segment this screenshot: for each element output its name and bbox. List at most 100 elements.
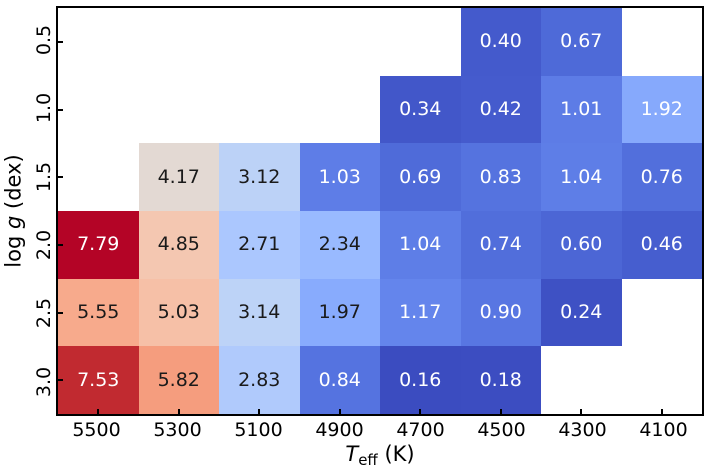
x-tick-label: 5100	[234, 419, 283, 441]
cell-value: 3.12	[238, 165, 281, 188]
heatmap-cell: 0.83	[460, 143, 541, 211]
x-axis-tick-labels: 5500 5300 5100 4900 4700 4500 4300 4100	[56, 419, 704, 443]
heatmap-cell: 0.74	[460, 210, 541, 279]
heatmap-cell	[300, 76, 381, 144]
cell-value: 0.84	[318, 368, 361, 391]
cell-value: 0.34	[399, 97, 442, 120]
cell-value: 1.03	[318, 165, 361, 188]
heatmap-cell	[139, 8, 220, 76]
heatmap-cell: 4.17	[138, 143, 219, 211]
x-tick-mark	[499, 409, 502, 414]
cell-value: 7.53	[77, 368, 120, 391]
heatmap-cell: 2.83	[219, 346, 300, 414]
x-tick-label: 4100	[639, 419, 688, 441]
cell-value: 5.82	[157, 368, 200, 391]
y-axis-label: log g (dex)	[0, 6, 28, 416]
cell-value: 0.18	[479, 368, 522, 391]
cell-value: 0.40	[479, 30, 522, 53]
cell-value: 0.83	[479, 165, 522, 188]
y-tick-label: 2.0	[33, 230, 56, 261]
heatmap-cell: 5.03	[138, 278, 219, 347]
y-tick-label: 0.5	[33, 25, 56, 56]
heatmap-cell: 0.16	[380, 346, 461, 414]
cell-value: 0.24	[560, 300, 603, 323]
cell-value: 0.16	[399, 368, 442, 391]
heatmap-cell	[622, 346, 703, 414]
cell-value: 1.01	[560, 97, 603, 120]
x-tick-mark	[258, 409, 261, 414]
heatmap-cell	[58, 8, 139, 76]
y-tick-mark	[58, 311, 63, 314]
x-tick-mark	[660, 409, 663, 414]
cell-value: 4.85	[157, 233, 200, 256]
y-axis-tick-labels: 0.5 1.0 1.5 2.0 2.5 3.0	[29, 6, 55, 416]
heatmap-cell: 0.60	[541, 210, 622, 279]
y-tick-label: 3.0	[33, 366, 56, 397]
heatmap-cell: 1.92	[621, 75, 702, 144]
cell-value: 0.42	[479, 97, 522, 120]
y-tick-label: 1.0	[33, 93, 56, 124]
plot-area: 0.40 0.67 0.34 0.42 1.01 1.92 4.17 3.12 1.03 0.69…	[56, 6, 704, 416]
cell-value: 0.90	[479, 300, 522, 323]
x-axis-label-subscript: eff	[358, 451, 378, 469]
cell-value: 0.74	[479, 233, 522, 256]
heatmap-cell	[622, 279, 703, 347]
heatmap-cell: 0.18	[460, 346, 541, 414]
x-tick-label: 4900	[315, 419, 364, 441]
y-tick-mark	[58, 108, 63, 111]
x-tick-label: 5300	[153, 419, 202, 441]
heatmap-cell: 3.12	[219, 143, 300, 211]
cell-value: 2.71	[238, 233, 281, 256]
cell-value: 0.76	[640, 165, 683, 188]
cell-value: 1.92	[640, 97, 683, 120]
x-tick-label: 4300	[558, 419, 607, 441]
y-tick-mark	[58, 379, 63, 382]
y-tick-mark	[58, 40, 63, 43]
x-tick-mark	[338, 409, 341, 414]
y-tick-label: 1.5	[33, 161, 56, 192]
cell-value: 1.04	[560, 165, 603, 188]
x-tick-mark	[177, 409, 180, 414]
y-axis-label-symbol: g	[2, 215, 27, 230]
cell-value: 3.14	[238, 300, 281, 323]
cell-value: 0.67	[560, 30, 603, 53]
x-tick-label: 5500	[72, 419, 121, 441]
heatmap-cell	[219, 8, 300, 76]
heatmap-cell: 7.53	[58, 346, 139, 414]
y-tick-mark	[58, 176, 63, 179]
cell-value: 2.34	[318, 233, 361, 256]
heatmap-cell: 0.40	[460, 8, 541, 76]
x-tick-mark	[419, 409, 422, 414]
x-tick-label: 4500	[477, 419, 526, 441]
heatmap-cell: 5.55	[58, 278, 139, 347]
heatmap-cell: 0.24	[541, 278, 622, 347]
heatmap-cell: 1.17	[380, 278, 461, 347]
x-tick-mark	[580, 409, 583, 414]
heatmap-cell: 4.85	[138, 210, 219, 279]
heatmap-cell: 2.34	[299, 210, 380, 279]
cell-value: 1.17	[399, 300, 442, 323]
heatmap-cell: 0.46	[621, 210, 702, 279]
heatmap-cell	[58, 143, 139, 211]
heatmap-cell: 1.04	[380, 210, 461, 279]
x-axis-label: Teff (K)	[56, 442, 704, 472]
cell-value: 5.03	[157, 300, 200, 323]
cell-value: 0.60	[560, 233, 603, 256]
heatmap-cell: 0.76	[621, 143, 702, 211]
heatmap-cell: 0.69	[380, 143, 461, 211]
heatmap-cell: 1.97	[299, 278, 380, 347]
heatmap-cell	[541, 346, 622, 414]
cell-value: 7.79	[77, 233, 120, 256]
y-axis-label-pre: log	[2, 229, 27, 268]
cell-value: 1.97	[318, 300, 361, 323]
heatmap-cell: 0.84	[299, 346, 380, 414]
heatmap-cell: 0.42	[460, 75, 541, 144]
heatmap-cell: 1.01	[541, 75, 622, 144]
y-axis-label-post: (dex)	[2, 154, 27, 216]
x-tick-mark	[97, 409, 100, 414]
heatmap-cell: 3.14	[219, 278, 300, 347]
cell-value: 2.83	[238, 368, 281, 391]
heatmap-cell: 5.82	[138, 346, 219, 414]
heatmap-cell	[622, 8, 703, 76]
